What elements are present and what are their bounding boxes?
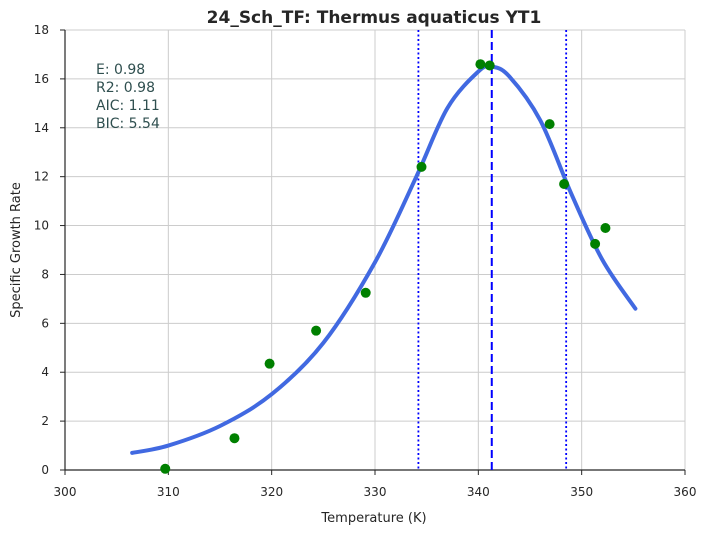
- data-point: [484, 60, 495, 71]
- y-axis-label: Specific Growth Rate: [9, 182, 24, 318]
- y-tick-label: 10: [34, 219, 49, 233]
- fit-statistics: E: 0.98 R2: 0.98 AIC: 1.11 BIC: 5.54: [96, 62, 160, 132]
- x-axis-label: Temperature (K): [320, 511, 426, 526]
- data-point: [416, 161, 427, 172]
- axes: 300 310 320 330 340 350 360 0 2 4 6 8 10 12 14 16 18: [34, 23, 697, 499]
- reference-lines: [417, 30, 568, 470]
- data-point: [311, 325, 322, 336]
- fit-curve: [130, 64, 638, 455]
- y-tick-label: 4: [41, 365, 49, 379]
- y-tick-label: 2: [41, 414, 49, 428]
- data-point: [559, 179, 570, 189]
- stat-r2: R2: 0.98: [96, 80, 155, 96]
- stat-aic: AIC: 1.11: [96, 98, 160, 114]
- y-tick-label: 18: [34, 23, 49, 37]
- data-point: [544, 119, 555, 130]
- x-tick-label: 360: [674, 485, 697, 499]
- x-tick-label: 340: [467, 485, 490, 499]
- y-tick-label: 12: [34, 170, 49, 184]
- y-tick-label: 0: [41, 463, 49, 477]
- labels: 24_Sch_TF: Thermus aquaticus YT1 Tempera…: [9, 8, 541, 526]
- y-tick-label: 14: [34, 121, 49, 135]
- chart-title: 24_Sch_TF: Thermus aquaticus YT1: [207, 8, 542, 28]
- data-point: [475, 59, 486, 70]
- fit-curve-layer: [130, 64, 638, 455]
- grid: [64, 29, 686, 471]
- data-point: [360, 287, 371, 298]
- x-tick-label: 300: [54, 485, 77, 499]
- stat-e: E: 0.98: [96, 62, 145, 78]
- data-point: [160, 463, 171, 474]
- x-tick-label: 330: [364, 485, 387, 499]
- y-tick-label: 8: [41, 267, 49, 281]
- y-tick-label: 16: [34, 72, 49, 86]
- stat-bic: BIC: 5.54: [96, 116, 160, 132]
- data-point: [264, 358, 275, 369]
- x-tick-label: 310: [157, 485, 180, 499]
- data-point: [229, 433, 240, 444]
- y-tick-label: 6: [41, 316, 49, 330]
- data-point: [590, 238, 601, 249]
- x-tick-label: 320: [260, 485, 283, 499]
- observation-points: [160, 59, 611, 474]
- x-tick-label: 350: [570, 485, 593, 499]
- data-point: [600, 223, 611, 233]
